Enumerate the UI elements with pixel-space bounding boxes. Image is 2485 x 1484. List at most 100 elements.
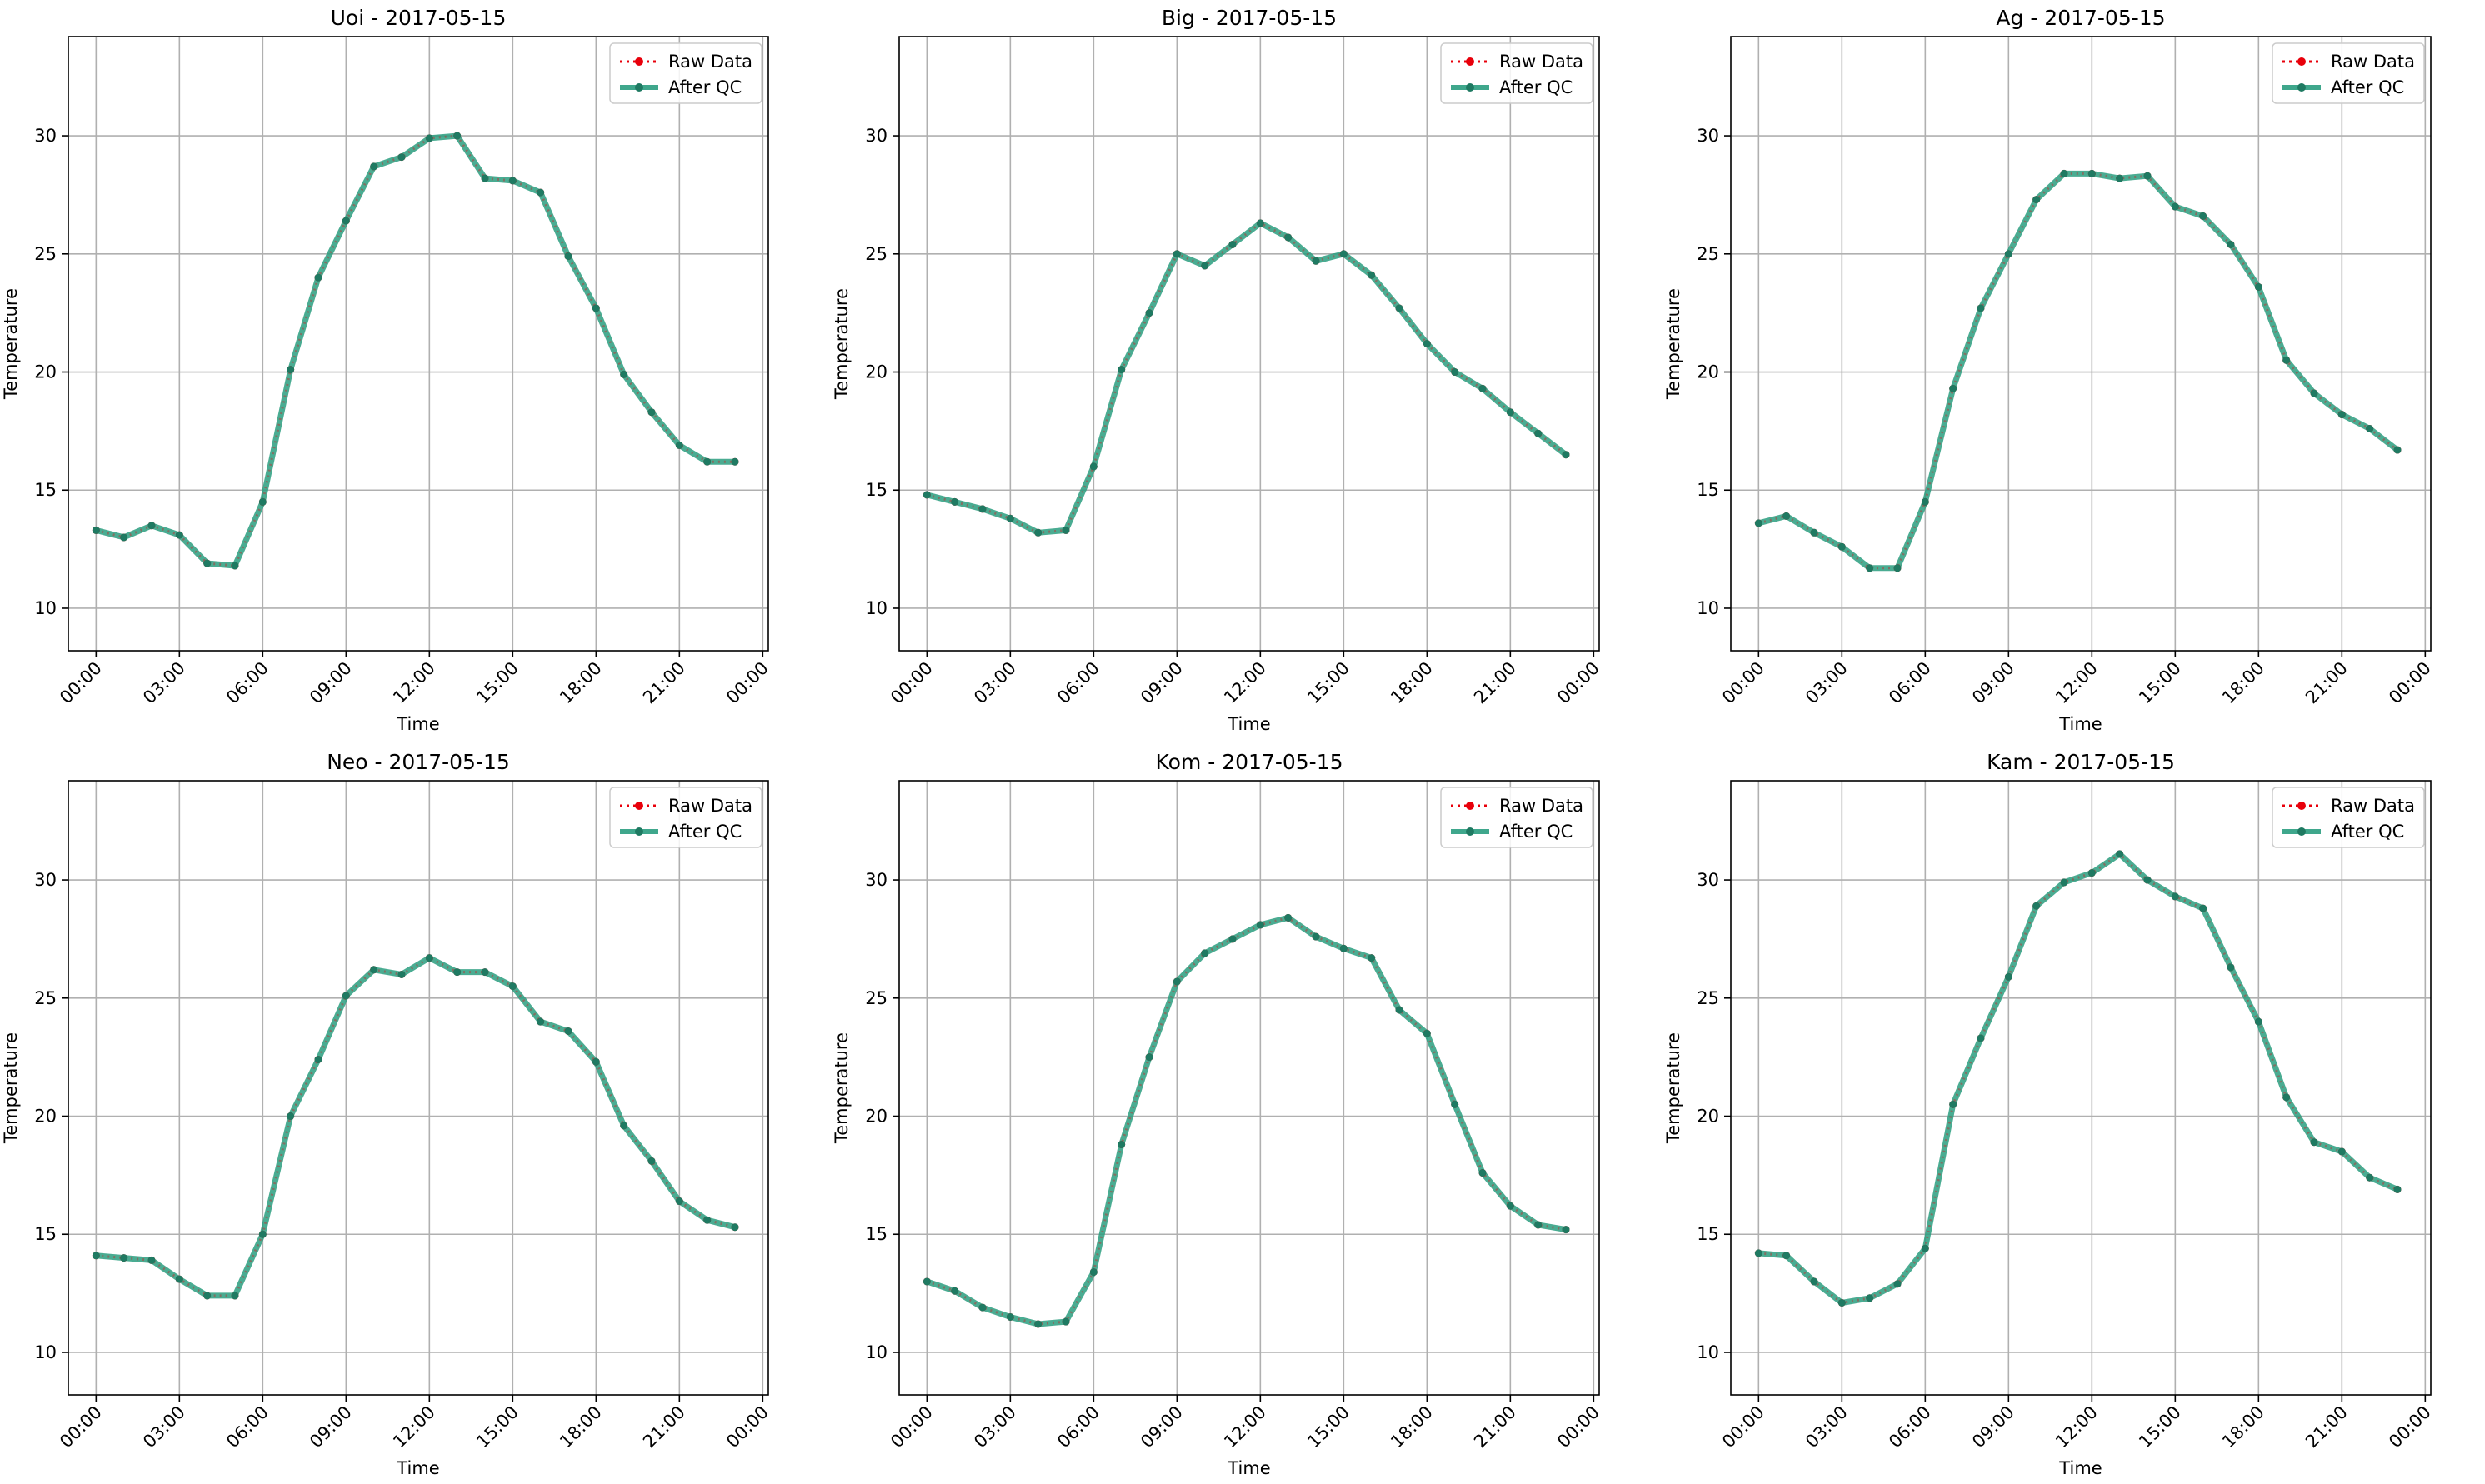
plot-frame — [1730, 36, 2432, 652]
x-tick-label: 00:00 — [722, 658, 772, 708]
series-line-after-qc — [1755, 851, 2401, 1306]
after-qc-point — [1977, 304, 1985, 312]
after-qc-point — [1395, 1006, 1403, 1014]
x-tick-label: 06:00 — [1053, 1402, 1103, 1452]
after-qc-point — [2199, 904, 2208, 912]
after-qc-point — [2282, 356, 2291, 364]
x-tick-label: 00:00 — [56, 1402, 106, 1452]
after-qc-point — [731, 1223, 739, 1232]
x-tick-label: 03:00 — [139, 1402, 189, 1452]
x-tick-label: 09:00 — [1968, 1402, 2018, 1452]
legend-marker-raw-data — [2298, 802, 2306, 810]
after-qc-point — [1782, 512, 1791, 520]
after-qc-point — [1089, 462, 1098, 471]
after-qc-point — [481, 174, 489, 182]
series-line-raw-data — [926, 916, 1567, 1326]
legend-label-raw-data: Raw Data — [2331, 796, 2415, 816]
y-tick-label: 10 — [865, 1342, 888, 1362]
after-qc-point — [2254, 282, 2262, 291]
legend-label-raw-data: Raw Data — [1499, 52, 1583, 72]
after-qc-point — [508, 982, 517, 991]
after-qc-point — [175, 1275, 183, 1283]
after-qc-point — [1422, 340, 1431, 347]
after-qc-point — [258, 497, 267, 506]
after-qc-point — [120, 533, 128, 542]
subplot: 00:00 03:00 06:00 09:00 12:00 15:00 18:00 21:00… — [832, 6, 1603, 734]
after-qc-point — [2088, 869, 2096, 877]
y-tick-label: 15 — [34, 480, 57, 500]
legend-label-after-qc: After QC — [1499, 77, 1572, 97]
after-qc-point — [1478, 384, 1487, 392]
y-tick-label: 15 — [865, 480, 888, 500]
y-tick-label: 25 — [1697, 244, 1719, 264]
y-tick-label: 20 — [34, 1107, 57, 1127]
legend-marker-raw-data — [1466, 57, 1474, 66]
after-qc-point — [425, 134, 433, 142]
after-qc-point — [2060, 169, 2068, 177]
subplot: 00:00 03:00 06:00 09:00 12:00 15:00 18:00 21:00… — [1, 750, 772, 1478]
chart-title: Neo - 2017-05-15 — [327, 750, 510, 774]
y-tick-label: 25 — [34, 244, 57, 264]
x-tick-label: 06:00 — [1053, 658, 1103, 708]
chart-title: Uoi - 2017-05-15 — [331, 6, 507, 30]
after-qc-point — [592, 304, 600, 312]
after-qc-point — [2060, 878, 2068, 887]
x-tick-label: 18:00 — [2218, 1402, 2268, 1452]
x-tick-label: 00:00 — [1553, 658, 1603, 708]
after-qc-point — [2310, 1138, 2318, 1147]
x-tick-label: 21:00 — [1470, 1402, 1520, 1452]
after-qc-point — [1893, 564, 1902, 572]
legend-marker-after-qc — [1466, 827, 1474, 836]
after-qc-point — [2004, 250, 2012, 258]
x-tick-label: 03:00 — [970, 1402, 1020, 1452]
y-tick-label: 25 — [34, 988, 57, 1008]
legend-marker-after-qc — [2298, 827, 2306, 836]
legend: Raw Data After QC — [2272, 787, 2425, 848]
after-qc-point — [508, 177, 517, 185]
y-tick-label: 10 — [1697, 1342, 1719, 1362]
y-axis-label: Temperature — [832, 1032, 852, 1144]
after-qc-point — [564, 252, 572, 261]
after-qc-point — [592, 1057, 600, 1066]
after-qc-point — [1256, 219, 1264, 227]
after-qc-point — [203, 559, 212, 567]
after-qc-point — [731, 457, 739, 466]
after-qc-point — [2032, 902, 2041, 910]
after-qc-point — [258, 1230, 267, 1238]
plot-frame — [68, 36, 769, 652]
after-qc-point — [675, 441, 683, 449]
subplot: 00:00 03:00 06:00 09:00 12:00 15:00 18:00 21:00… — [1, 6, 772, 734]
after-qc-point — [922, 491, 931, 499]
y-tick-label: 20 — [1697, 362, 1719, 382]
after-qc-point — [1506, 1202, 1514, 1210]
x-tick-label: 21:00 — [2302, 658, 2352, 708]
after-qc-point — [1534, 1221, 1542, 1229]
after-qc-point — [1451, 368, 1459, 377]
after-qc-point — [703, 457, 712, 466]
legend-label-after-qc: After QC — [2331, 822, 2404, 842]
after-qc-point — [1118, 366, 1126, 374]
series-line-after-qc — [923, 914, 1569, 1327]
x-tick-label: 03:00 — [1802, 1402, 1852, 1452]
after-qc-point — [2338, 411, 2346, 419]
after-qc-point — [1312, 932, 1320, 941]
y-axis-label: Temperature — [1, 288, 21, 400]
after-qc-point — [2116, 850, 2124, 858]
after-qc-point — [148, 1256, 156, 1264]
x-tick-label: 21:00 — [639, 658, 689, 708]
x-tick-label: 00:00 — [887, 658, 937, 708]
x-tick-label: 09:00 — [306, 1402, 356, 1452]
x-tick-label: 00:00 — [2385, 1402, 2435, 1452]
x-tick-label: 06:00 — [1885, 658, 1935, 708]
x-tick-label: 18:00 — [556, 1402, 606, 1452]
y-tick-label: 30 — [34, 126, 57, 146]
after-qc-point — [951, 497, 959, 506]
after-qc-point — [1838, 542, 1846, 551]
legend-label-after-qc: After QC — [1499, 822, 1572, 842]
after-qc-point — [370, 966, 378, 974]
after-qc-point — [648, 1157, 656, 1165]
chart-title: Kom - 2017-05-15 — [1156, 750, 1343, 774]
legend-marker-raw-data — [635, 57, 643, 66]
after-qc-point — [1921, 1244, 1929, 1252]
legend: Raw Data After QC — [609, 42, 762, 104]
